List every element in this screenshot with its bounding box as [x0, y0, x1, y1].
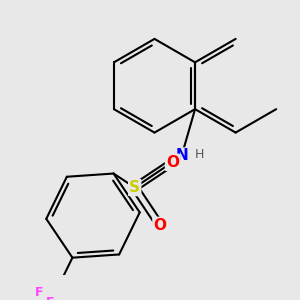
- Text: O: O: [166, 155, 179, 170]
- Text: F: F: [61, 299, 70, 300]
- Text: S: S: [129, 180, 140, 195]
- Text: H: H: [195, 148, 204, 161]
- Text: O: O: [153, 218, 167, 233]
- Text: F: F: [46, 296, 55, 300]
- Text: N: N: [175, 148, 188, 164]
- Text: F: F: [35, 286, 44, 299]
